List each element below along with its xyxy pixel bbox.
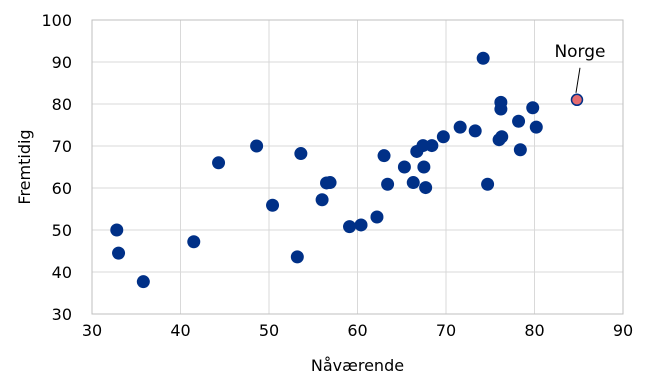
data-point [526,101,540,115]
annotation-label: Norge [554,42,605,62]
data-point [266,198,280,212]
data-point [377,149,391,163]
data-point [112,246,126,260]
x-tick-label: 80 [524,321,544,340]
grid-lines [91,19,624,315]
data-point [212,156,226,170]
data-point [187,235,201,249]
data-point [343,220,357,234]
y-tick-label: 40 [52,263,72,282]
data-point [110,223,124,237]
annotations: Norge [554,42,606,93]
y-tick-label: 70 [52,137,72,156]
data-point [436,130,450,144]
data-point [381,177,395,191]
y-tick-label: 50 [52,221,72,240]
data-point [136,275,150,289]
data-point [476,51,490,65]
data-point [354,218,368,232]
data-point [250,139,264,153]
x-tick-label: 90 [613,321,633,340]
y-tick-label: 90 [52,53,72,72]
data-points [110,51,584,289]
highlighted-data-point [570,93,584,107]
data-point [494,102,508,116]
y-tick-label: 60 [52,179,72,198]
data-point [425,139,439,153]
data-point [406,176,420,190]
x-tick-label: 60 [347,321,367,340]
plot-area-border [91,19,624,315]
y-tick-label: 30 [52,305,72,324]
data-point [417,160,431,174]
data-point [495,130,509,144]
data-point [453,120,467,134]
y-tick-label: 80 [52,95,72,114]
data-point [468,124,482,138]
x-tick-label: 30 [82,321,102,340]
data-point [323,176,337,190]
data-point [315,193,329,207]
data-point [419,181,433,195]
y-axis-ticks: 30 40 50 60 70 80 90 100 [41,11,72,324]
data-point [290,250,304,264]
data-point [294,147,308,161]
x-tick-label: 70 [436,321,456,340]
data-point [397,160,411,174]
data-point [481,177,495,191]
data-point [529,120,543,134]
data-point [512,114,526,128]
y-tick-label: 100 [41,11,72,30]
y-axis-label: Fremtidig [15,129,34,204]
data-point [370,210,384,224]
x-axis-label: Nåværende [311,356,404,375]
annotation-leader-line [575,67,581,93]
data-point [513,143,527,157]
x-tick-label: 50 [259,321,279,340]
x-tick-label: 40 [170,321,190,340]
x-axis-ticks: 30 40 50 60 70 80 90 [82,321,633,340]
